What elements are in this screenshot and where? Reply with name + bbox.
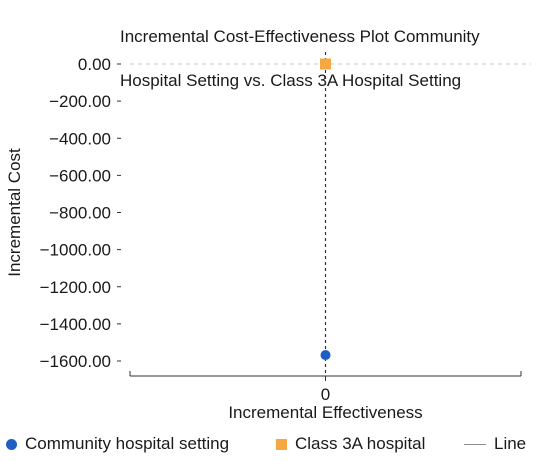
- y-axis-label: Incremental Cost: [5, 148, 24, 277]
- chart-title-line-1: Incremental Cost-Effectiveness Plot Comm…: [120, 27, 480, 46]
- legend-marker-line: [464, 443, 486, 445]
- legend-marker-circle: [6, 438, 17, 450]
- legend-item-line: Line: [464, 434, 526, 454]
- legend-label-line: Line: [494, 434, 527, 453]
- chart-title-line-2: Hospital Setting vs. Class 3A Hospital S…: [120, 71, 462, 90]
- legend-label-class3a: Class 3A hospital: [295, 434, 426, 453]
- data-point-community-hospital: [320, 350, 331, 361]
- legend-marker-square: [276, 438, 287, 450]
- legend-label-community: Community hospital setting: [25, 434, 230, 453]
- legend-item-class3a: Class 3A hospital: [276, 434, 425, 454]
- legend-item-community: Community hospital setting: [6, 434, 229, 454]
- y-tick-label: −200.00: [49, 92, 111, 111]
- chart-plot-area: 0.00 −200.00 −400.00 −600.00 −800.00 −1000.00…: [5, 52, 531, 422]
- y-tick-label: 0.00: [78, 55, 111, 74]
- chart-title: Incremental Cost-Effectiveness Plot Comm…: [120, 4, 540, 92]
- y-tick-label: −1400.00: [40, 315, 111, 334]
- y-tick-label: −800.00: [49, 204, 111, 223]
- y-tick-label: −1000.00: [40, 241, 111, 260]
- y-tick-label: −1600.00: [40, 352, 111, 371]
- x-tick-label: 0: [321, 385, 330, 404]
- data-point-class-3a-hospital: [320, 58, 331, 70]
- chart-legend: Community hospital setting Class 3A hosp…: [0, 434, 550, 458]
- y-tick-label: −1200.00: [40, 278, 111, 297]
- x-axis-label: Incremental Effectiveness: [228, 403, 422, 422]
- y-tick-label: −600.00: [49, 166, 111, 185]
- y-tick-label: −400.00: [49, 129, 111, 148]
